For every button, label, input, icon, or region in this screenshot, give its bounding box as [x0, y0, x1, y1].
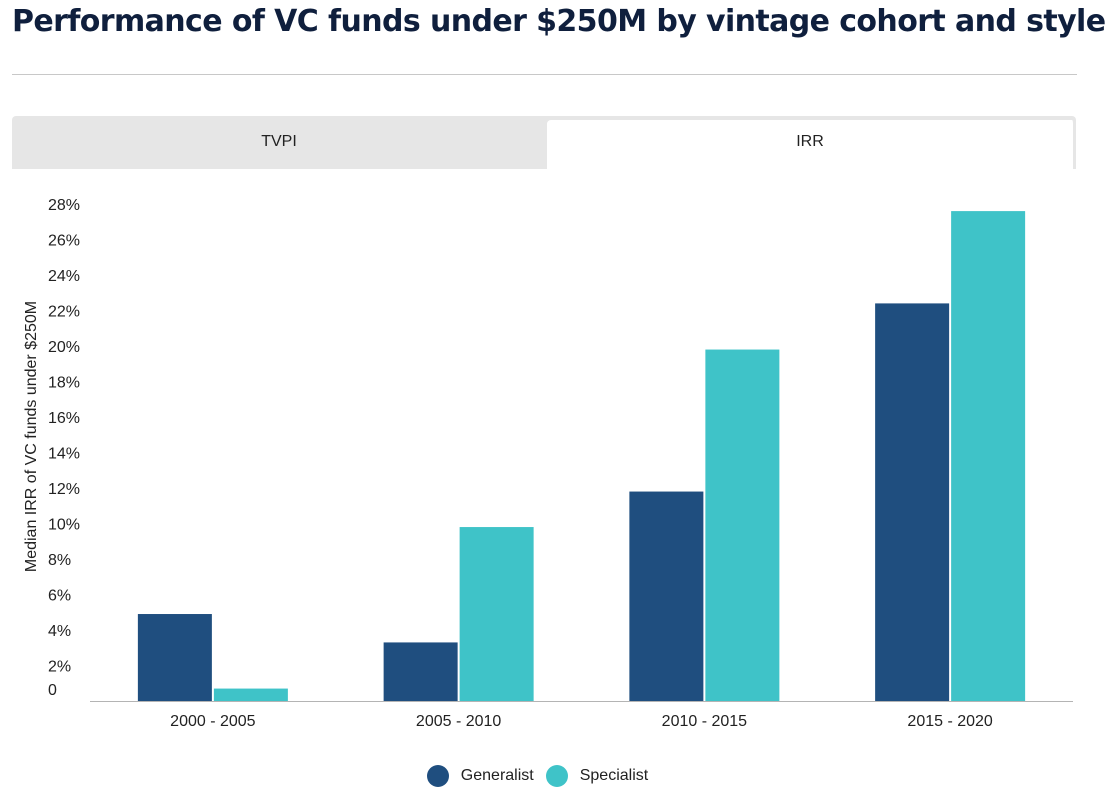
irr-bar-chart: 0 2% 4% 6% 8% 10% 12% 14% 16% 18% 20% 22% 24% 26% 28% M…	[23, 197, 1073, 730]
tab-irr[interactable]: IRR	[547, 120, 1076, 169]
y-tick-label: 24%	[48, 268, 80, 285]
x-tick-label: 2015 - 2020	[907, 713, 993, 730]
y-tick-label: 18%	[48, 375, 80, 392]
y-tick-label: 0	[48, 682, 57, 699]
y-tick-label: 28%	[48, 197, 80, 214]
x-tick-label: 2000 - 2005	[170, 713, 256, 730]
title-divider	[12, 74, 1077, 75]
x-tick-label: 2005 - 2010	[416, 713, 502, 730]
y-tick-label: 10%	[48, 517, 80, 534]
y-tick-label: 22%	[48, 304, 80, 321]
legend-item-generalist[interactable]: Generalist	[426, 765, 534, 787]
metric-tabs: TVPI IRR	[12, 116, 1076, 169]
y-axis-title: Median IRR of VC funds under $250M	[23, 301, 40, 572]
y-tick-label: 6%	[48, 588, 71, 605]
bar-specialist	[705, 349, 780, 701]
legend-swatch-generalist	[426, 765, 449, 787]
chart-legend: Generalist Specialist	[0, 765, 1075, 787]
bar-specialist	[213, 688, 288, 701]
legend-label-specialist: Specialist	[579, 767, 649, 784]
y-tick-label: 16%	[48, 410, 80, 427]
y-tick-label: 12%	[48, 481, 80, 498]
y-tick-label: 8%	[48, 552, 71, 569]
y-tick-label: 4%	[48, 623, 71, 640]
bar-generalist	[383, 642, 458, 701]
bar-generalist	[629, 491, 704, 701]
tab-tvpi[interactable]: TVPI	[261, 133, 297, 150]
legend-label-generalist: Generalist	[460, 767, 534, 784]
chart-title: Performance of VC funds under $250M by v…	[12, 4, 1106, 39]
legend-item-specialist[interactable]: Specialist	[545, 765, 649, 787]
legend-swatch-specialist	[545, 765, 568, 787]
bar-specialist	[951, 211, 1026, 701]
y-tick-label: 2%	[48, 659, 71, 676]
bar-specialist	[459, 527, 534, 701]
bar-generalist	[875, 303, 950, 701]
bar-generalist	[137, 614, 212, 701]
y-tick-label: 20%	[48, 339, 80, 356]
x-tick-label: 2010 - 2015	[662, 713, 748, 730]
y-tick-label: 14%	[48, 446, 80, 463]
y-tick-label: 26%	[48, 233, 80, 250]
